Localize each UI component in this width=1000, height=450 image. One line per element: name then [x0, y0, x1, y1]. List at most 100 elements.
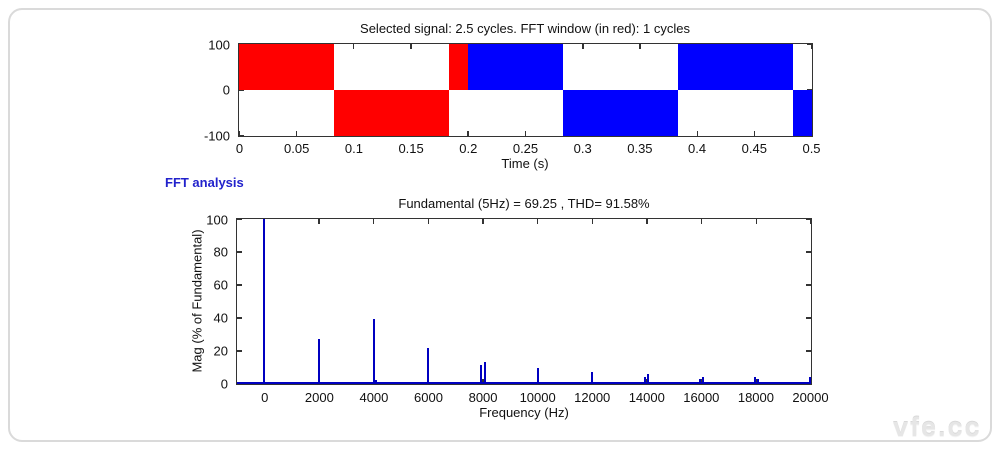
x-tick-label: 0.2 — [459, 141, 478, 156]
x-tick-mark — [696, 131, 699, 136]
x-tick-label: 0.1 — [344, 141, 363, 156]
y-tick-mark — [239, 135, 244, 136]
x-tick-label: 0.25 — [512, 141, 539, 156]
harmonic-stem — [643, 377, 646, 384]
x-tick-mark — [410, 44, 412, 49]
x-tick-mark — [372, 219, 375, 224]
x-tick-label: 0.05 — [284, 141, 310, 156]
x-tick-label: 14000 — [628, 390, 665, 405]
y-tick-label: 0 — [220, 376, 228, 391]
harmonic-stem — [808, 377, 811, 384]
x-tick-label: 2000 — [304, 390, 334, 405]
y-tick-label: 40 — [213, 310, 228, 326]
x-tick-label: 8000 — [468, 390, 498, 405]
y-tick-mark — [239, 89, 244, 91]
x-tick-mark — [295, 131, 298, 136]
y-tick-mark — [806, 350, 811, 352]
x-tick-label: 0.4 — [688, 141, 707, 156]
spectrum-plot-title: Fundamental (5Hz) = 69.25 , THD= 91.58% — [398, 196, 650, 211]
y-tick-mark — [237, 251, 242, 253]
signal-segment — [239, 44, 335, 90]
frequency-axis-label: Frequency (Hz) — [479, 405, 569, 420]
x-tick-mark — [536, 219, 539, 224]
x-tick-label: 10000 — [519, 390, 556, 405]
x-tick-mark — [467, 131, 469, 136]
x-tick-label: 16000 — [683, 390, 720, 405]
harmonic-stem — [483, 361, 486, 384]
signal-segment — [448, 44, 469, 90]
x-tick-label: 0.35 — [627, 141, 653, 156]
x-tick-label: 0.5 — [802, 141, 821, 156]
x-tick-label: 4000 — [359, 390, 389, 405]
y-tick-label: 0 — [222, 82, 230, 98]
x-tick-mark — [352, 44, 355, 49]
signal-segment — [563, 90, 678, 136]
x-tick-mark — [646, 379, 648, 384]
y-tick-label: 60 — [213, 277, 228, 293]
x-tick-label: 0 — [261, 390, 269, 405]
x-tick-mark — [318, 219, 320, 224]
x-tick-label: 6000 — [414, 390, 443, 405]
x-tick-mark — [646, 219, 648, 224]
x-tick-mark — [239, 131, 240, 136]
harmonic-stem — [263, 219, 266, 384]
signal-segment — [334, 90, 449, 136]
x-tick-mark — [524, 131, 527, 136]
x-tick-mark — [755, 219, 758, 224]
y-tick-mark — [806, 251, 811, 253]
y-tick-mark — [237, 219, 242, 220]
stem-baseline — [237, 382, 811, 384]
harmonic-stem — [698, 379, 701, 384]
harmonic-stem — [753, 376, 756, 384]
y-tick-mark — [806, 284, 811, 286]
x-tick-mark — [482, 219, 484, 224]
x-tick-mark — [811, 44, 812, 49]
harmonic-stem — [374, 379, 377, 384]
harmonic-stem — [702, 376, 705, 384]
y-tick-label: -100 — [203, 128, 230, 143]
signal-plot-area — [238, 43, 813, 137]
x-tick-mark — [482, 379, 484, 384]
watermark: vfe.cc — [893, 412, 982, 442]
time-axis-label: Time (s) — [501, 156, 549, 171]
y-tick-mark — [807, 44, 812, 45]
x-tick-mark — [591, 219, 594, 224]
x-tick-label: 20000 — [792, 390, 829, 405]
harmonic-stem — [757, 379, 760, 384]
harmonic-stem — [647, 374, 650, 384]
fft-analysis-label: FFT analysis — [165, 175, 244, 190]
x-tick-mark — [810, 379, 811, 384]
signal-segment — [792, 90, 812, 136]
x-tick-label: 0.3 — [573, 141, 592, 156]
y-tick-mark — [806, 219, 811, 220]
spectrum-plot-area — [236, 218, 812, 385]
signal-segment — [468, 44, 564, 90]
signal-segment — [677, 44, 793, 90]
x-tick-label: 18000 — [737, 390, 774, 405]
harmonic-stem — [427, 347, 430, 384]
x-tick-mark — [755, 379, 758, 384]
y-tick-mark — [237, 350, 242, 352]
harmonic-stem — [317, 339, 320, 384]
y-tick-mark — [237, 284, 242, 286]
x-tick-mark — [810, 219, 811, 224]
x-tick-mark — [753, 131, 756, 136]
x-tick-mark — [700, 219, 703, 224]
x-tick-label: 0.15 — [398, 141, 424, 156]
x-tick-mark — [582, 44, 584, 49]
harmonic-stem — [591, 372, 594, 384]
y-tick-label: 20 — [213, 343, 228, 359]
x-tick-label: 0.45 — [741, 141, 767, 156]
harmonic-stem — [480, 365, 483, 384]
signal-plot-title: Selected signal: 2.5 cycles. FFT window … — [360, 21, 690, 36]
y-tick-label: 80 — [213, 244, 228, 260]
y-tick-label: 100 — [206, 212, 228, 227]
x-tick-label: 0 — [235, 141, 244, 156]
x-tick-mark — [639, 44, 641, 49]
x-tick-label: 12000 — [574, 390, 611, 405]
y-tick-mark — [237, 317, 242, 319]
harmonic-stem — [372, 318, 375, 384]
y-tick-label: 100 — [208, 37, 230, 52]
x-tick-mark — [700, 379, 703, 384]
